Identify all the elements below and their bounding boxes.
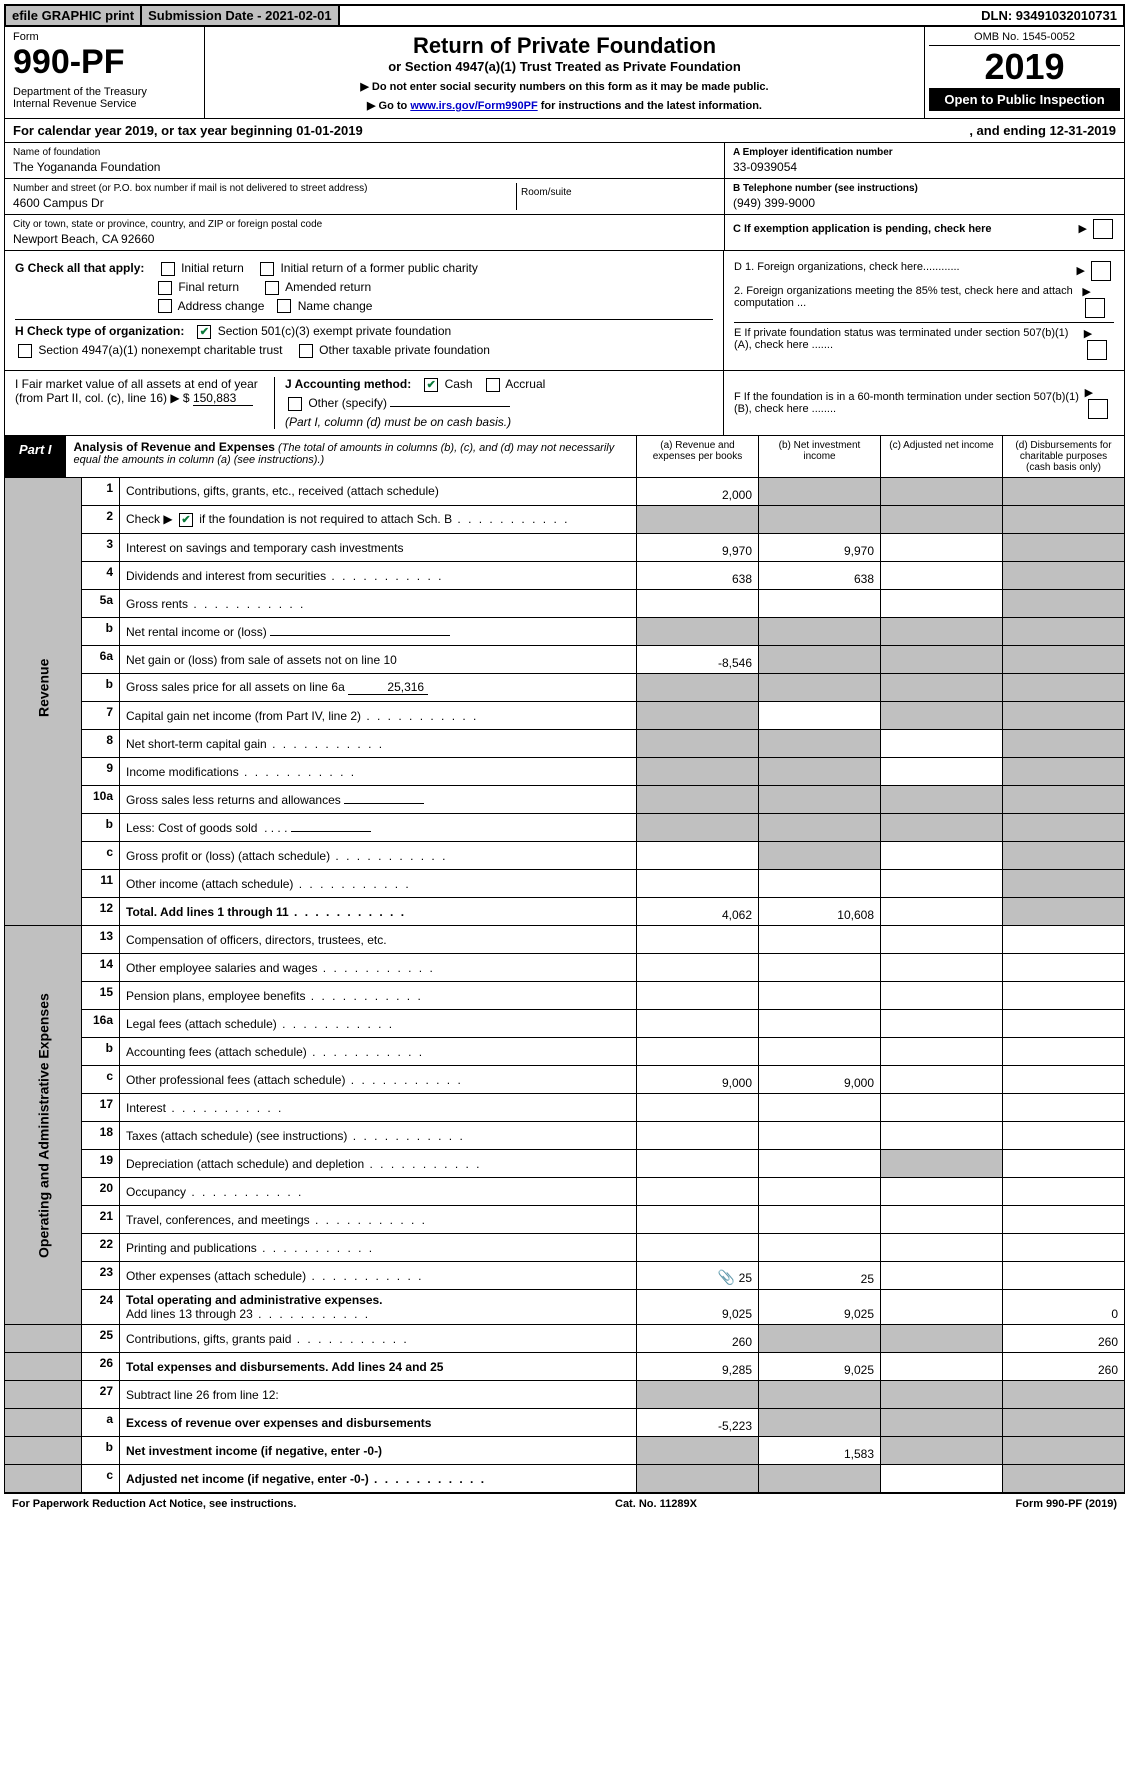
paperwork-notice: For Paperwork Reduction Act Notice, see … — [12, 1498, 296, 1510]
form-title: Return of Private Foundation — [211, 33, 918, 59]
initial-former-cb[interactable] — [260, 262, 274, 276]
part1-table: Revenue 1Contributions, gifts, grants, e… — [4, 478, 1125, 1494]
e-cb[interactable] — [1087, 340, 1107, 360]
accrual-cb[interactable] — [486, 378, 500, 392]
part1-label: Part I — [5, 436, 66, 477]
c-checkbox[interactable] — [1093, 219, 1113, 239]
h-check-row: H Check type of organization: ✔ Section … — [15, 319, 713, 339]
identity-block: Name of foundation The Yogananda Foundat… — [4, 143, 1125, 251]
cash-cb[interactable]: ✔ — [424, 378, 438, 392]
street-address: 4600 Campus Dr — [13, 196, 516, 210]
col-c-hdr: (c) Adjusted net income — [880, 436, 1002, 477]
c-label: C If exemption application is pending, c… — [733, 223, 992, 235]
col-a-hdr: (a) Revenue and expenses per books — [636, 436, 758, 477]
ein-value: 33-0939054 — [733, 160, 1116, 174]
expenses-side: Operating and Administrative Expenses — [5, 926, 82, 1325]
form-label: Form — [13, 31, 196, 43]
j-note: (Part I, column (d) must be on cash basi… — [285, 415, 713, 429]
cat-no: Cat. No. 11289X — [615, 1498, 697, 1510]
calendar-year-row: For calendar year 2019, or tax year begi… — [4, 119, 1125, 143]
instruction-2: ▶ Go to www.irs.gov/Form990PF for instru… — [211, 99, 918, 112]
room-label: Room/suite — [516, 183, 716, 210]
foundation-name: The Yogananda Foundation — [13, 160, 716, 174]
fmv-value: 150,883 — [193, 391, 253, 406]
dept-label: Department of the Treasury Internal Reve… — [13, 86, 196, 110]
revenue-side: Revenue — [5, 478, 82, 898]
name-change-cb[interactable] — [277, 299, 291, 313]
other-taxable-cb[interactable] — [299, 344, 313, 358]
501c3-cb[interactable]: ✔ — [197, 325, 211, 339]
ein-label: A Employer identification number — [733, 147, 1116, 158]
part1-header: Part I Analysis of Revenue and Expenses … — [4, 436, 1125, 478]
city-label: City or town, state or province, country… — [13, 219, 716, 230]
check-section-ij: I Fair market value of all assets at end… — [4, 371, 1125, 436]
g-check-row: G Check all that apply: Initial return I… — [15, 261, 713, 276]
d1-cb[interactable] — [1091, 261, 1111, 281]
check-section-gh: G Check all that apply: Initial return I… — [4, 251, 1125, 371]
other-method-cb[interactable] — [288, 397, 302, 411]
tel-value: (949) 399-9000 — [733, 196, 1116, 210]
instruction-1: ▶ Do not enter social security numbers o… — [211, 80, 918, 93]
city-state-zip: Newport Beach, CA 92660 — [13, 232, 716, 246]
page-footer: For Paperwork Reduction Act Notice, see … — [4, 1493, 1125, 1514]
name-label: Name of foundation — [13, 147, 716, 158]
schb-cb[interactable]: ✔ — [179, 513, 193, 527]
open-public: Open to Public Inspection — [929, 88, 1120, 111]
col-d-hdr: (d) Disbursements for charitable purpose… — [1002, 436, 1124, 477]
f-cb[interactable] — [1088, 399, 1108, 419]
amended-return-cb[interactable] — [265, 281, 279, 295]
tel-label: B Telephone number (see instructions) — [733, 183, 1116, 194]
form-header: Form 990-PF Department of the Treasury I… — [4, 27, 1125, 119]
address-change-cb[interactable] — [158, 299, 172, 313]
attachment-icon: 📎 — [718, 1269, 735, 1285]
form-ref: Form 990-PF (2019) — [1016, 1498, 1117, 1510]
irs-link[interactable]: www.irs.gov/Form990PF — [410, 100, 537, 112]
form-subtitle: or Section 4947(a)(1) Trust Treated as P… — [211, 59, 918, 74]
initial-return-cb[interactable] — [161, 262, 175, 276]
tax-year: 2019 — [929, 46, 1120, 88]
top-bar: efile GRAPHIC print Submission Date - 20… — [4, 4, 1125, 27]
submission-date: Submission Date - 2021-02-01 — [142, 6, 340, 25]
col-b-hdr: (b) Net investment income — [758, 436, 880, 477]
dln-label: DLN: 93491032010731 — [975, 6, 1123, 25]
omb-number: OMB No. 1545-0052 — [929, 31, 1120, 46]
form-number: 990-PF — [13, 43, 196, 82]
final-return-cb[interactable] — [158, 281, 172, 295]
4947a1-cb[interactable] — [18, 344, 32, 358]
efile-label: efile GRAPHIC print — [6, 6, 142, 25]
d2-cb[interactable] — [1085, 298, 1105, 318]
addr-label: Number and street (or P.O. box number if… — [13, 183, 516, 194]
